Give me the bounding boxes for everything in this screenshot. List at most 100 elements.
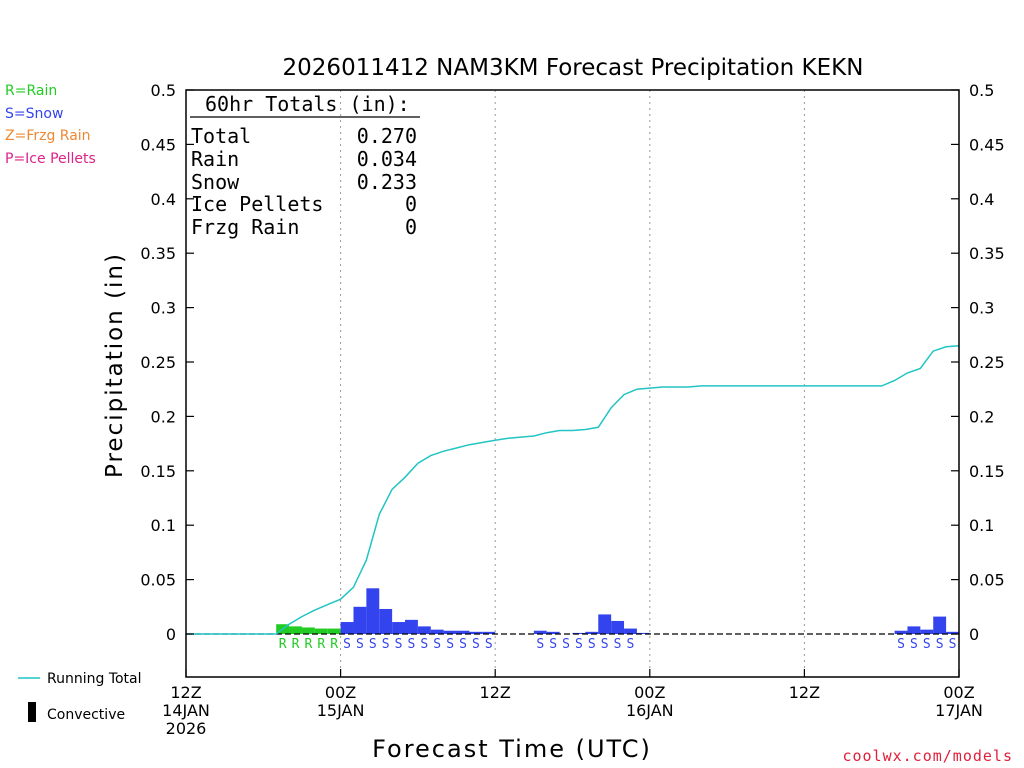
precip-type-label: S: [472, 637, 480, 652]
precip-type-label: S: [433, 637, 441, 652]
chart-title: 2026011412 NAM3KM Forecast Precipitation…: [283, 55, 864, 81]
x-tick-label: 17JAN: [935, 701, 983, 720]
precip-bar: [585, 631, 599, 634]
totals-value-frzg-rain: 0: [405, 215, 417, 239]
precip-type-label: R: [279, 637, 287, 652]
precip-type-label: S: [343, 637, 351, 652]
precip-type-label: S: [459, 637, 467, 652]
precip-bar: [611, 620, 625, 634]
precip-type-label: R: [292, 637, 300, 652]
totals-header: 60hr Totals (in):: [205, 92, 410, 116]
totals-label-snow: Snow: [191, 170, 240, 194]
precip-bar: [443, 630, 457, 634]
x-axis-label: Forecast Time (UTC): [372, 735, 652, 763]
precip-bar: [392, 622, 406, 634]
precip-type-label: S: [382, 637, 390, 652]
totals-label-ice-pellets: Ice Pellets: [191, 192, 323, 216]
y-tick-label: 0.45: [140, 135, 176, 154]
precip-type-label: S: [395, 637, 403, 652]
y-tick-label: 0.1: [969, 516, 994, 535]
precip-bar: [289, 626, 302, 634]
y-tick-label: 0: [166, 625, 176, 644]
totals-label-frzg-rain: Frzg Rain: [191, 215, 299, 239]
precip-bar: [907, 626, 921, 634]
totals-value-snow: 0.233: [357, 170, 417, 194]
precip-bars: [276, 588, 959, 634]
y-axis-label: Precipitation (in): [102, 252, 128, 478]
totals-value-total: 0.270: [357, 124, 417, 148]
totals-label-total: Total: [191, 124, 251, 148]
y-tick-label: 0.15: [140, 462, 176, 481]
precip-bar: [379, 608, 393, 634]
precip-type-label: S: [562, 637, 570, 652]
legend-ice-pellets: P=Ice Pellets: [5, 151, 96, 167]
precip-bar: [327, 628, 341, 634]
y-tick-label: 0.5: [969, 81, 994, 100]
x-tick-label: 12Z: [170, 683, 201, 702]
precip-type-label: R: [317, 637, 325, 652]
totals-value-rain: 0.034: [357, 147, 417, 171]
y-tick-label: 0.15: [969, 462, 1005, 481]
x-tick-label: 00Z: [325, 683, 356, 702]
precip-bar: [353, 606, 367, 634]
x-tick-label: 00Z: [634, 683, 665, 702]
x-tick-label: 12Z: [789, 683, 820, 702]
y-tick-label: 0.45: [969, 135, 1005, 154]
precip-bar: [894, 630, 908, 634]
totals-label-rain: Rain: [191, 147, 239, 171]
x-tick-label: 12Z: [480, 683, 511, 702]
precip-type-label: S: [536, 637, 544, 652]
y-axis-right: 0 0.05 0.1 0.15 0.2 0.25 0.3 0.35 0.4 0.45 0.5: [951, 81, 1005, 644]
y-tick-label: 0.1: [151, 516, 176, 535]
y-tick-label: 0.35: [140, 244, 176, 263]
x-tick-label: 2026: [166, 719, 207, 738]
precip-type-label: S: [446, 637, 454, 652]
precip-type-label: S: [923, 637, 931, 652]
precip-bar: [430, 629, 444, 634]
x-tick-label: 14JAN: [162, 701, 210, 720]
y-tick-label: 0: [969, 625, 979, 644]
precip-type-label: S: [949, 637, 957, 652]
y-tick-label: 0.4: [969, 190, 994, 209]
precip-type-label: S: [408, 637, 416, 652]
precip-bar: [946, 631, 959, 634]
precip-bar: [546, 631, 560, 634]
convective-legend-label: Convective: [47, 707, 125, 723]
x-tick-label: 15JAN: [317, 701, 365, 720]
plot-frame: [185, 89, 960, 678]
vertical-gridlines: [340, 90, 805, 677]
y-tick-label: 0.05: [969, 571, 1005, 590]
y-tick-label: 0.2: [151, 407, 176, 426]
precip-bar: [624, 628, 637, 634]
precip-bar: [933, 616, 947, 634]
precip-type-label: R: [304, 637, 312, 652]
convective-legend-swatch: [28, 702, 36, 722]
precip-type-label: S: [601, 637, 609, 652]
y-tick-label: 0.25: [140, 353, 176, 372]
y-tick-label: 0.35: [969, 244, 1005, 263]
precip-bar: [469, 631, 483, 634]
y-tick-label: 0.4: [151, 190, 176, 209]
precip-bar: [636, 632, 650, 634]
precip-type-label: S: [420, 637, 428, 652]
x-tick-label: 00Z: [943, 683, 974, 702]
precip-type-label: S: [485, 637, 493, 652]
y-tick-label: 0.25: [969, 353, 1005, 372]
x-tick-label: 16JAN: [626, 701, 674, 720]
precip-type-label: S: [369, 637, 377, 652]
y-tick-label: 0.2: [969, 407, 994, 426]
legend-rain: R=Rain: [5, 83, 57, 99]
precip-type-label: R: [330, 637, 338, 652]
precip-bar: [301, 627, 315, 634]
precip-bar: [482, 631, 496, 634]
running-total-line: [186, 344, 960, 635]
precip-type-label: S: [575, 637, 583, 652]
legend-frzg-rain: Z=Frzg Rain: [5, 128, 91, 144]
precip-bar: [340, 622, 354, 634]
y-axis-left: 0 0.05 0.1 0.15 0.2 0.25 0.3 0.35 0.4 0.45 0.5: [140, 81, 194, 644]
totals-value-ice-pellets: 0: [405, 192, 417, 216]
precip-bar: [314, 628, 328, 634]
